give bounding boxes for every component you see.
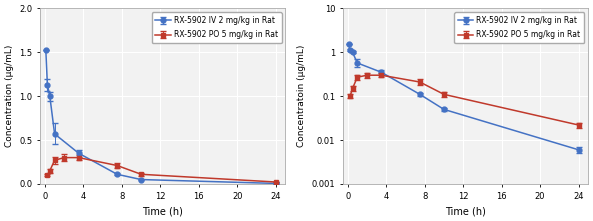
Legend: RX-5902 IV 2 mg/kg in Rat, RX-5902 PO 5 mg/kg in Rat: RX-5902 IV 2 mg/kg in Rat, RX-5902 PO 5 … bbox=[454, 12, 584, 43]
Legend: RX-5902 IV 2 mg/kg in Rat, RX-5902 PO 5 mg/kg in Rat: RX-5902 IV 2 mg/kg in Rat, RX-5902 PO 5 … bbox=[151, 12, 282, 43]
Y-axis label: Concentration (μg/mL): Concentration (μg/mL) bbox=[5, 45, 14, 147]
X-axis label: Time (h): Time (h) bbox=[142, 206, 183, 216]
X-axis label: Time (h): Time (h) bbox=[445, 206, 486, 216]
Y-axis label: Concentratoin (μg/mL): Concentratoin (μg/mL) bbox=[297, 45, 306, 147]
